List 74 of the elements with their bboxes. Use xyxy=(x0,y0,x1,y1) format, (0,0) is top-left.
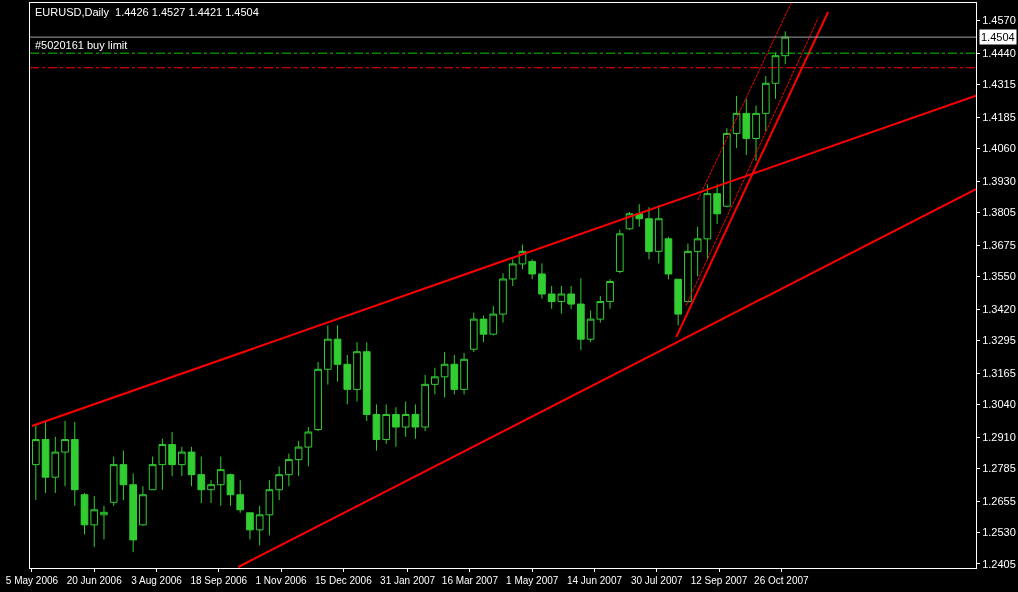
x-tick-label: 5 May 2006 xyxy=(5,575,59,586)
x-tick-label: 15 Dec 2006 xyxy=(315,575,373,586)
candlestick xyxy=(392,406,400,448)
y-tick-label: 1.3040 xyxy=(982,398,1016,411)
y-tick-label: 1.3805 xyxy=(982,206,1016,219)
candlestick xyxy=(460,352,468,395)
candlestick xyxy=(567,285,575,310)
x-tick-label: 1 May 2007 xyxy=(506,575,559,586)
candlestick xyxy=(285,453,293,487)
candlestick xyxy=(323,324,332,386)
candlestick xyxy=(314,361,322,432)
x-tick-label: 18 Sep 2006 xyxy=(190,575,248,586)
candlestick xyxy=(353,341,361,402)
x-tick-label: 31 Jan 2007 xyxy=(380,575,436,586)
y-tick-label: 1.4060 xyxy=(982,142,1016,155)
candlestick xyxy=(129,472,137,553)
y-tick-label: 1.2405 xyxy=(982,557,1016,570)
candlestick xyxy=(615,229,624,274)
candlestick xyxy=(499,272,507,324)
candlestick xyxy=(32,423,40,501)
candlestick xyxy=(139,485,147,527)
candlestick xyxy=(382,403,391,445)
candlestick xyxy=(246,512,254,540)
y-tick-label: 1.2910 xyxy=(982,430,1016,443)
candlestick xyxy=(90,495,99,548)
x-tick-label: 3 Aug 2006 xyxy=(131,575,183,586)
candlestick xyxy=(469,312,478,353)
y-tick-label: 1.3675 xyxy=(982,238,1016,251)
y-tick-label: 1.4570 xyxy=(982,14,1016,27)
y-tick-label: 1.2655 xyxy=(982,494,1016,507)
y-tick-label: 1.3550 xyxy=(982,270,1016,283)
x-tick-label: 12 Sep 2007 xyxy=(690,575,748,586)
candlestick xyxy=(70,421,79,507)
y-tick-label: 1.3420 xyxy=(982,302,1016,315)
ref-line-label: #5020161 buy limit xyxy=(35,39,128,51)
y-tick-label: 1.4440 xyxy=(982,47,1016,60)
y-tick-label: 1.3930 xyxy=(982,174,1016,187)
candlestick xyxy=(606,278,614,310)
x-tick-label: 30 Jul 2007 xyxy=(630,575,684,586)
candlestick xyxy=(421,374,429,432)
candlestick xyxy=(275,465,283,501)
candlestick xyxy=(645,206,653,260)
y-tick-label: 1.4315 xyxy=(982,78,1016,91)
x-tick-label: 16 Mar 2007 xyxy=(441,575,499,586)
x-tick-label: 26 Oct 2007 xyxy=(754,575,810,586)
candlestick xyxy=(236,479,245,514)
candlestick xyxy=(61,420,69,487)
x-tick-label: 20 Jun 2006 xyxy=(66,575,123,586)
x-tick-label: 1 Nov 2006 xyxy=(255,575,308,586)
candlestick xyxy=(752,105,760,162)
chart-title: EURUSD,Daily 1.4426 1.4527 1.4421 1.4504 xyxy=(35,6,259,18)
candlestick xyxy=(723,127,731,208)
candlestick xyxy=(674,278,683,326)
ref-line-label: 1.4504 xyxy=(981,31,1015,43)
x-tick-label: 14 Jun 2007 xyxy=(566,575,623,586)
candlestick xyxy=(431,367,439,395)
candlestick xyxy=(80,492,89,535)
candlestick xyxy=(528,258,537,280)
y-tick-label: 1.3295 xyxy=(982,334,1016,347)
candlestick xyxy=(226,472,235,507)
y-tick-label: 1.2785 xyxy=(982,462,1016,475)
candlestick xyxy=(100,505,108,540)
y-tick-label: 1.4185 xyxy=(982,111,1016,123)
candlestick xyxy=(577,277,585,351)
y-tick-label: 1.3165 xyxy=(982,366,1016,379)
y-tick-label: 1.2530 xyxy=(982,526,1016,539)
candlestick xyxy=(177,446,186,477)
candlestick xyxy=(538,262,546,300)
candlestick xyxy=(713,183,721,225)
candlestick xyxy=(761,75,770,132)
candlestick xyxy=(216,456,225,507)
candlestick xyxy=(207,479,215,504)
candlestick xyxy=(168,431,176,477)
candlestick xyxy=(684,243,692,304)
